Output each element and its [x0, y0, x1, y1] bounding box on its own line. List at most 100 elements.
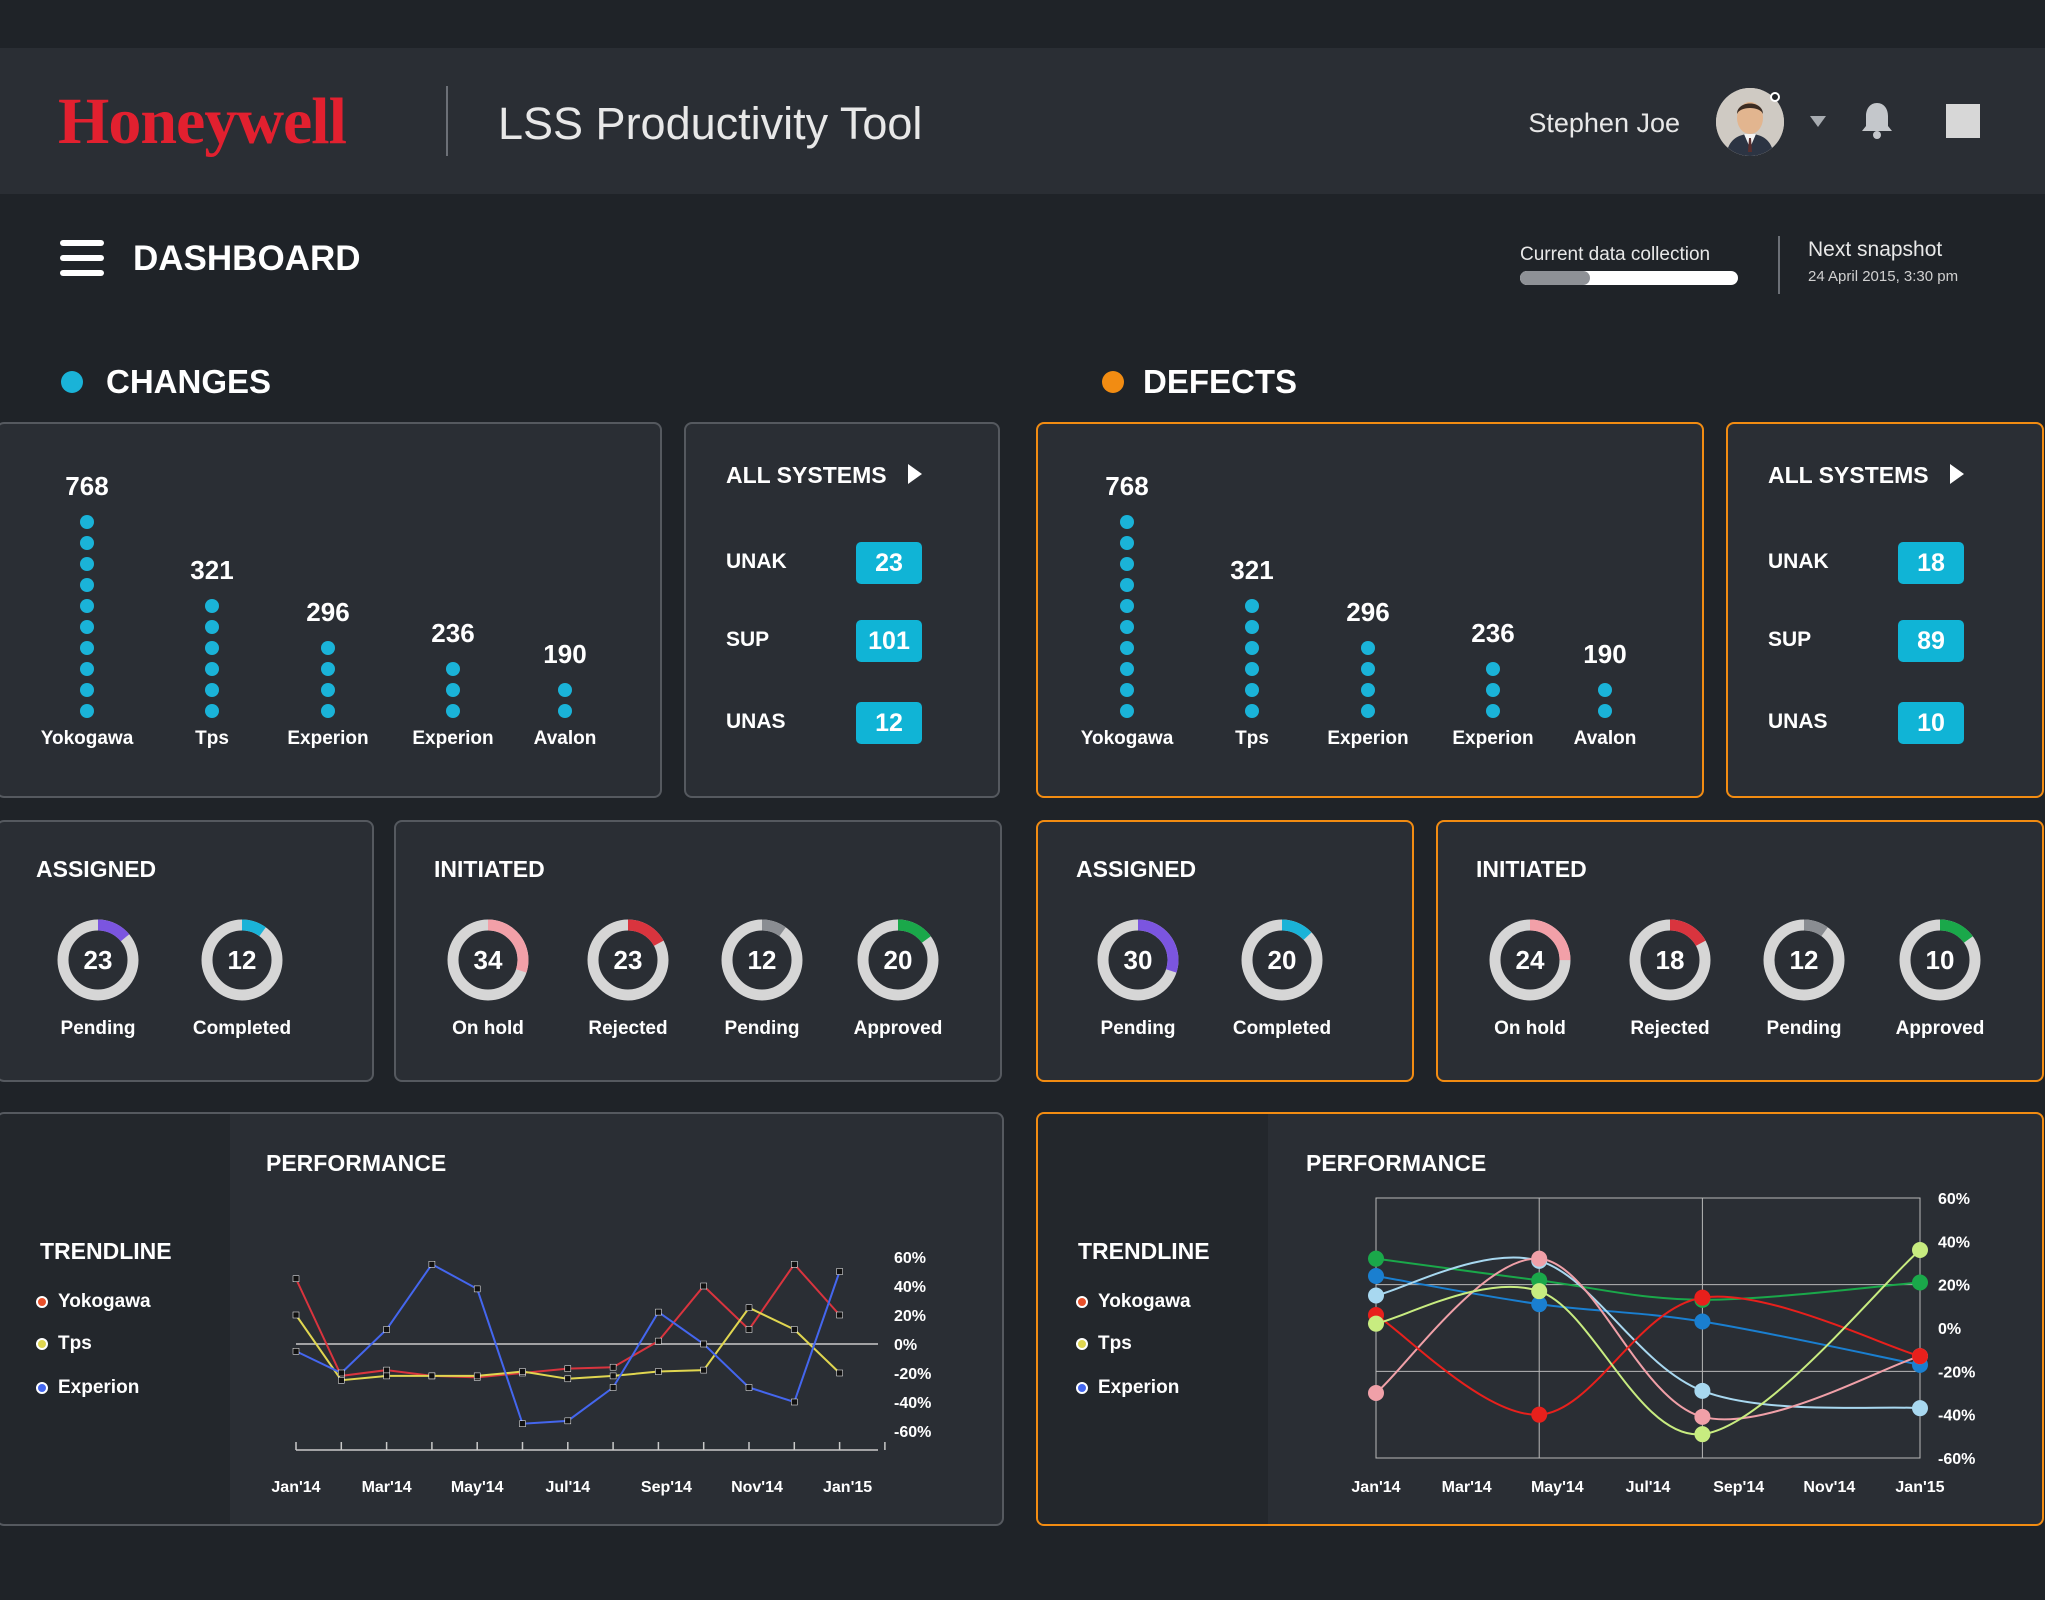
- header-divider: [446, 86, 448, 156]
- all-systems-title[interactable]: ALL SYSTEMS: [726, 462, 887, 488]
- y-tick-label: -60%: [894, 1424, 931, 1441]
- user-name[interactable]: Stephen Joe: [1528, 108, 1680, 138]
- system-badge-unas[interactable]: 10: [1898, 702, 1964, 744]
- x-tick-label: Jul'14: [1626, 1479, 1671, 1496]
- defects-systems-panel: 768 Yokogawa 321 Tps 296 Experion 236 Experion 1…: [1036, 422, 1704, 798]
- menu-square-icon[interactable]: [1946, 104, 1980, 138]
- stack-dot: [1245, 683, 1259, 697]
- data-point: [1368, 1287, 1384, 1304]
- series-line: [1375, 1256, 1921, 1410]
- stack-dot: [1361, 683, 1375, 697]
- stack-dot: [1120, 662, 1134, 676]
- data-point: [700, 1340, 707, 1348]
- stack-dot: [1120, 704, 1134, 718]
- stack-dot: [1120, 620, 1134, 634]
- dot-stack: [321, 641, 335, 725]
- data-point: [1912, 1242, 1928, 1258]
- x-tick-label: May'14: [1531, 1479, 1584, 1496]
- legend-tps[interactable]: Tps: [1098, 1333, 1132, 1354]
- donut-value: 20: [883, 945, 913, 975]
- donut-label: Approved: [1895, 1018, 1985, 1039]
- trendline-title: TRENDLINE: [1078, 1238, 1210, 1264]
- data-point: [791, 1326, 798, 1333]
- status-donut[interactable]: 12: [200, 918, 284, 1002]
- system-badge-unas[interactable]: 12: [856, 702, 922, 744]
- data-point: [428, 1372, 436, 1380]
- performance-title: PERFORMANCE: [1306, 1150, 1487, 1176]
- status-donut[interactable]: 34: [446, 918, 530, 1002]
- collection-progress-fill: [1520, 271, 1590, 285]
- legend-experion[interactable]: Experion: [1098, 1377, 1180, 1398]
- status-donut[interactable]: 20: [1240, 918, 1324, 1002]
- stack-dot: [205, 641, 219, 655]
- status-donut[interactable]: 23: [56, 918, 140, 1002]
- system-badge-unak[interactable]: 23: [856, 542, 922, 584]
- data-point: [292, 1275, 300, 1282]
- status-donut[interactable]: 30: [1096, 918, 1180, 1002]
- play-icon[interactable]: [908, 464, 922, 484]
- status-donut[interactable]: 12: [1762, 918, 1846, 1002]
- data-point: [383, 1366, 390, 1374]
- column-value: 321: [190, 555, 234, 585]
- status-donut[interactable]: 24: [1488, 918, 1572, 1002]
- donut-value: 12: [1789, 945, 1819, 975]
- stack-dot: [1361, 641, 1375, 655]
- defects-title: DEFECTS: [1143, 363, 1298, 400]
- column-label: Experion: [1452, 728, 1534, 749]
- legend-yokogawa[interactable]: Yokogawa: [1098, 1291, 1191, 1312]
- honeywell-logo[interactable]: Honeywell: [58, 85, 347, 158]
- play-icon[interactable]: [1950, 464, 1964, 484]
- legend-dot-icon: [1076, 1382, 1088, 1394]
- stack-dot: [205, 599, 219, 613]
- system-badge-sup[interactable]: 101: [856, 620, 922, 662]
- system-badge-sup[interactable]: 89: [1898, 620, 1964, 662]
- legend-yokogawa[interactable]: Yokogawa: [58, 1291, 151, 1312]
- changes-performance-chart[interactable]: Jan'14 Mar'14 May'14 Jul'14 Sep'14 Nov'14 Jan'…: [0, 1114, 1002, 1524]
- hamburger-icon[interactable]: [60, 240, 104, 278]
- chevron-down-icon[interactable]: [1810, 116, 1826, 127]
- legend-tps[interactable]: Tps: [58, 1333, 92, 1354]
- donut-value: 18: [1655, 945, 1685, 975]
- defects-performance-chart[interactable]: Jan'14 Mar'14 May'14 Jul'14 Sep'14 Nov'14 Jan'…: [1038, 1114, 2042, 1524]
- x-tick-label: Jan'15: [823, 1479, 872, 1496]
- stack-dot: [1120, 557, 1134, 571]
- y-tick-label: 40%: [1938, 1234, 1970, 1251]
- status-donut[interactable]: 20: [856, 918, 940, 1002]
- column-label: Experion: [287, 728, 369, 749]
- donut-value: 23: [613, 945, 643, 975]
- dot-stack: [1361, 641, 1375, 725]
- changes-systems-panel: 768 Yokogawa 321 Tps 296 Experion 236 Experion 1…: [0, 422, 662, 798]
- changes-performance-panel: TRENDLINE Yokogawa Tps Experion PERFORMA…: [0, 1112, 1004, 1526]
- bell-icon[interactable]: [1860, 100, 1894, 140]
- x-tick-label: Mar'14: [362, 1479, 412, 1496]
- collection-label: Current data collection: [1520, 244, 1711, 265]
- data-point: [609, 1384, 617, 1391]
- column-value: 768: [1105, 471, 1149, 501]
- data-point: [338, 1377, 345, 1384]
- x-tick-label: Jan'14: [271, 1479, 320, 1496]
- status-donut[interactable]: 23: [586, 918, 670, 1002]
- stack-dot: [80, 683, 94, 697]
- data-point: [1368, 1268, 1384, 1284]
- stack-dot: [1245, 620, 1259, 634]
- data-point: [383, 1372, 390, 1380]
- all-systems-title[interactable]: ALL SYSTEMS: [1768, 462, 1929, 488]
- legend-dot-icon: [36, 1296, 48, 1308]
- data-point: [1694, 1382, 1711, 1399]
- status-donut[interactable]: 10: [1898, 918, 1982, 1002]
- donut-value: 30: [1123, 945, 1153, 975]
- stack-dot: [1598, 704, 1612, 718]
- initiated-title: INITIATED: [1476, 856, 1587, 882]
- changes-title: CHANGES: [106, 363, 272, 400]
- status-donut[interactable]: 12: [720, 918, 804, 1002]
- stack-dot: [205, 683, 219, 697]
- status-donut[interactable]: 18: [1628, 918, 1712, 1002]
- system-badge-unak[interactable]: 18: [1898, 542, 1964, 584]
- data-point: [1694, 1313, 1711, 1330]
- data-point: [745, 1384, 753, 1391]
- stack-dot: [80, 599, 94, 613]
- legend-experion[interactable]: Experion: [58, 1377, 140, 1398]
- data-point: [1531, 1406, 1548, 1423]
- data-point: [1531, 1250, 1548, 1267]
- x-tick-label: Mar'14: [1442, 1479, 1492, 1496]
